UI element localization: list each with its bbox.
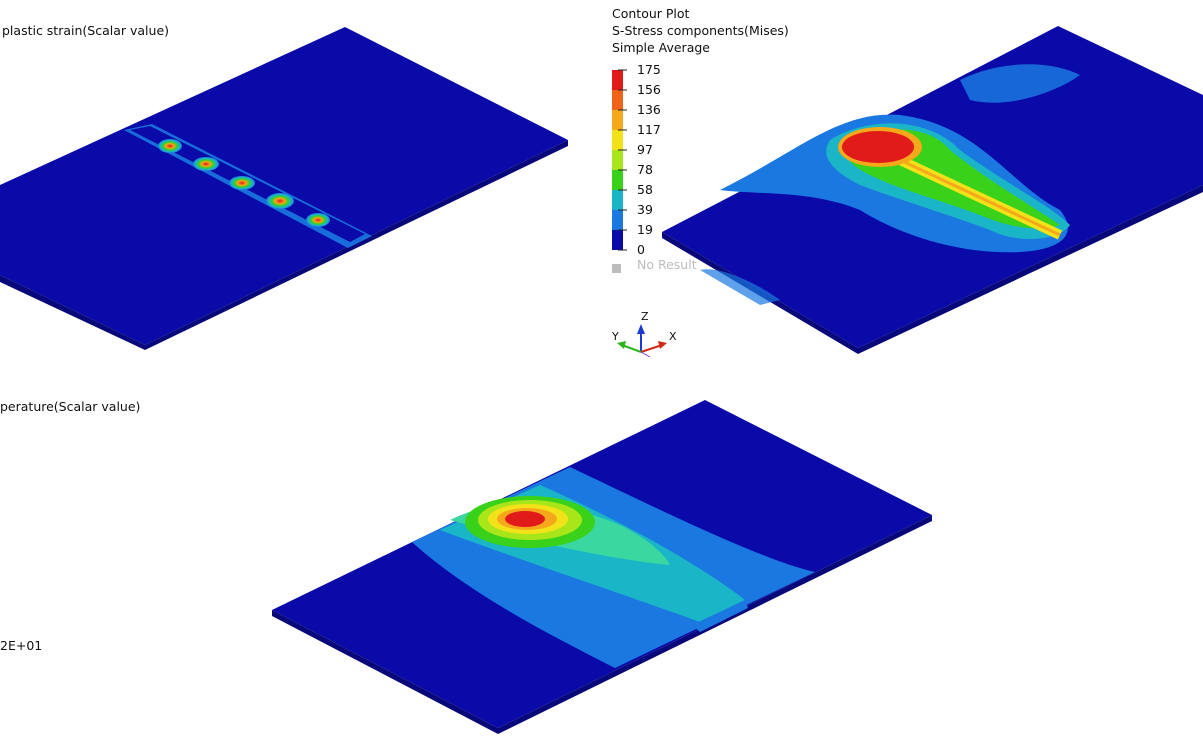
temperature-model[interactable]	[272, 400, 932, 734]
stress-model[interactable]	[662, 26, 1203, 354]
triad-y-label: Y	[612, 330, 619, 343]
legend-tick: 117	[637, 122, 661, 137]
legend-tick: 78	[637, 162, 653, 177]
legend-tick: 175	[637, 62, 661, 77]
legend-tick: 97	[637, 142, 653, 157]
legend-averaging: Simple Average	[612, 40, 710, 55]
legend-tick: 136	[637, 102, 661, 117]
legend-tick: 58	[637, 182, 653, 197]
triad-x-label: X	[669, 330, 677, 343]
bottom-result-title: perature(Scalar value)	[0, 399, 141, 414]
legend-no-result: No Result	[637, 257, 697, 272]
plastic-strain-model[interactable]	[0, 27, 568, 350]
bottom-legend-value: 2E+01	[0, 638, 43, 653]
legend-result: S-Stress components(Mises)	[612, 23, 789, 38]
contour-legend	[612, 69, 627, 273]
legend-tick: 19	[637, 222, 653, 237]
legend-tick: 0	[637, 242, 645, 257]
axis-triad	[617, 324, 667, 358]
top-left-result-title: plastic strain(Scalar value)	[2, 23, 170, 38]
triad-z-label: Z	[641, 310, 649, 323]
no-result-swatch	[612, 264, 621, 273]
legend-title: Contour Plot	[612, 6, 690, 21]
legend-tick: 39	[637, 202, 653, 217]
legend-tick: 156	[637, 82, 661, 97]
